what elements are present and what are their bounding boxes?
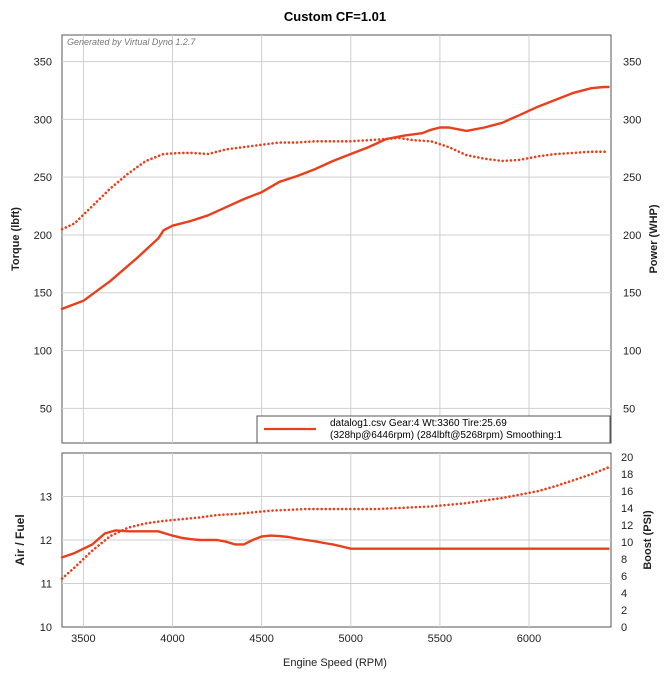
x-tick-labels: 3500 4000 4500 5000 5500 6000 [71, 633, 541, 645]
x-axis-label: Engine Speed (RPM) [283, 657, 387, 669]
boost-tick-label: 20 [621, 452, 633, 464]
top-gridlines [62, 35, 611, 443]
power-tick-label: 300 [623, 114, 641, 126]
boost-axis-label: Boost (PSI) [642, 510, 654, 570]
bottom-right-tick-labels: 0 2 4 6 8 10 12 14 16 18 20 [621, 452, 633, 634]
torque-tick-label: 200 [34, 230, 52, 242]
x-tick-label: 4000 [160, 633, 184, 645]
power-tick-label: 100 [623, 346, 641, 358]
boost-tick-label: 6 [621, 571, 627, 583]
boost-tick-label: 18 [621, 469, 633, 481]
power-tick-label: 150 [623, 288, 641, 300]
torque-line [60, 136, 610, 231]
boost-tick-label: 14 [621, 503, 633, 515]
air-fuel-tick-label: 11 [41, 579, 52, 591]
air-fuel-axis-label: Air / Fuel [13, 514, 27, 565]
bottom-series [60, 466, 610, 580]
air-fuel-tick-label: 13 [40, 492, 52, 504]
power-tick-label: 350 [623, 57, 641, 69]
legend-line-2: (328hp@6446rpm) (284lbft@5268rpm) Smooth… [330, 430, 563, 441]
chart-title: Custom CF=1.01 [284, 9, 386, 24]
boost-tick-label: 0 [621, 622, 627, 634]
power-line [60, 85, 610, 311]
x-tick-label: 6000 [517, 633, 541, 645]
top-series [60, 85, 610, 311]
boost-line [60, 466, 610, 580]
air-fuel-line [60, 529, 610, 559]
x-tick-label: 3500 [71, 633, 95, 645]
torque-tick-label: 50 [40, 403, 52, 415]
air-fuel-tick-label: 10 [40, 622, 52, 634]
boost-tick-label: 12 [621, 520, 633, 532]
generator-credit: Generated by Virtual Dyno 1.2.7 [67, 37, 196, 47]
bottom-left-tick-labels: 10 11 12 13 [40, 492, 52, 635]
top-panel-frame [61, 34, 612, 444]
boost-tick-label: 2 [621, 605, 627, 617]
top-panel: Generated by Virtual Dyno 1.2.7 50 100 150… [10, 34, 660, 444]
power-axis-label: Power (WHP) [648, 204, 660, 273]
x-tick-label: 5000 [339, 633, 363, 645]
torque-tick-label: 100 [34, 346, 52, 358]
torque-tick-label: 350 [34, 57, 52, 69]
bottom-panel: 10 11 12 13 0 2 4 6 8 10 12 14 16 18 20 3500 4000 4500 5… [13, 452, 654, 669]
power-tick-label: 200 [623, 230, 641, 242]
x-tick-label: 4500 [249, 633, 273, 645]
torque-tick-label: 250 [34, 172, 52, 184]
torque-axis-label: Torque (lbft) [10, 207, 22, 271]
bottom-gridlines [62, 453, 611, 627]
legend-line-1: datalog1.csv Gear:4 Wt:3360 Tire:25.69 [330, 418, 507, 429]
legend: datalog1.csv Gear:4 Wt:3360 Tire:25.69 (… [256, 415, 611, 444]
air-fuel-tick-label: 12 [40, 535, 52, 547]
torque-tick-label: 150 [34, 288, 52, 300]
power-tick-label: 250 [623, 172, 641, 184]
torque-tick-label: 300 [34, 114, 52, 126]
boost-tick-label: 16 [621, 486, 633, 498]
top-left-tick-labels: 50 100 150 200 250 300 350 [34, 57, 52, 416]
x-tick-label: 5500 [428, 633, 452, 645]
power-tick-label: 50 [623, 403, 635, 415]
boost-tick-label: 10 [621, 537, 633, 549]
boost-tick-label: 8 [621, 554, 627, 566]
boost-tick-label: 4 [621, 588, 627, 600]
top-right-tick-labels: 50 100 150 200 250 300 350 [623, 57, 641, 416]
